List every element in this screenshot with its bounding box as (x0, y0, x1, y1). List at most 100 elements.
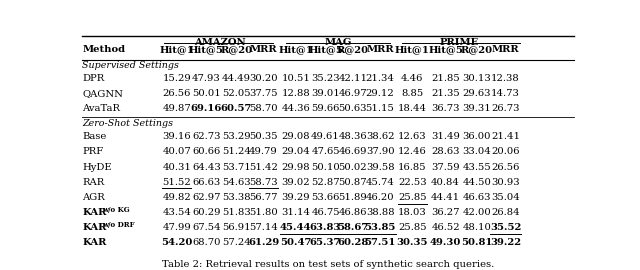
Text: 43.55: 43.55 (463, 163, 491, 171)
Text: 37.75: 37.75 (249, 89, 278, 98)
Text: AMAZON: AMAZON (195, 38, 246, 47)
Text: 14.73: 14.73 (491, 89, 520, 98)
Text: HyDE: HyDE (83, 163, 112, 171)
Text: 50.10: 50.10 (311, 163, 340, 171)
Text: 50.01: 50.01 (192, 89, 221, 98)
Text: 44.36: 44.36 (282, 104, 310, 113)
Text: Hit@1: Hit@1 (278, 45, 313, 54)
Text: 56.77: 56.77 (249, 193, 278, 202)
Text: 31.14: 31.14 (281, 208, 310, 217)
Text: 54.63: 54.63 (222, 178, 250, 187)
Text: 29.08: 29.08 (282, 132, 310, 141)
Text: 36.00: 36.00 (463, 132, 491, 141)
Text: 29.98: 29.98 (282, 163, 310, 171)
Text: 36.27: 36.27 (431, 208, 460, 217)
Text: 51.24: 51.24 (222, 147, 251, 156)
Text: 46.20: 46.20 (366, 193, 394, 202)
Text: Zero-Shot Settings: Zero-Shot Settings (83, 119, 173, 128)
Text: 40.31: 40.31 (163, 163, 191, 171)
Text: 4.46: 4.46 (401, 74, 424, 83)
Text: Hit@1: Hit@1 (159, 45, 194, 54)
Text: AvaTaR: AvaTaR (83, 104, 120, 113)
Text: AGR: AGR (83, 193, 105, 202)
Text: PRIME: PRIME (439, 38, 479, 47)
Text: RAR: RAR (83, 178, 105, 187)
Text: 60.29: 60.29 (192, 208, 221, 217)
Text: 47.99: 47.99 (163, 223, 191, 232)
Text: 39.31: 39.31 (463, 104, 491, 113)
Text: 35.23: 35.23 (311, 74, 340, 83)
Text: 45.74: 45.74 (365, 178, 394, 187)
Text: 26.56: 26.56 (492, 163, 520, 171)
Text: 46.75: 46.75 (311, 208, 340, 217)
Text: 44.49: 44.49 (221, 74, 251, 83)
Text: 50.81: 50.81 (461, 238, 493, 247)
Text: 48.10: 48.10 (462, 223, 492, 232)
Text: 29.63: 29.63 (463, 89, 491, 98)
Text: 51.83: 51.83 (222, 208, 251, 217)
Text: 65.37: 65.37 (310, 238, 341, 247)
Text: w/o KG: w/o KG (102, 206, 130, 214)
Text: 39.02: 39.02 (282, 178, 310, 187)
Text: 60.66: 60.66 (193, 147, 221, 156)
Text: 58.73: 58.73 (249, 178, 278, 187)
Text: 49.82: 49.82 (163, 193, 191, 202)
Text: 53.85: 53.85 (364, 223, 396, 232)
Text: DPR: DPR (83, 74, 105, 83)
Text: KAR: KAR (83, 238, 107, 247)
Text: 50.35: 50.35 (249, 132, 278, 141)
Text: 52.05: 52.05 (222, 89, 250, 98)
Text: 60.28: 60.28 (337, 238, 369, 247)
Text: 12.38: 12.38 (491, 74, 520, 83)
Text: 50.87: 50.87 (339, 178, 367, 187)
Text: 54.20: 54.20 (161, 238, 193, 247)
Text: 39.29: 39.29 (282, 193, 310, 202)
Text: 26.73: 26.73 (492, 104, 520, 113)
Text: 63.83: 63.83 (310, 223, 341, 232)
Text: KAR: KAR (83, 208, 107, 217)
Text: 25.85: 25.85 (398, 223, 427, 232)
Text: 56.91: 56.91 (222, 223, 250, 232)
Text: 50.02: 50.02 (339, 163, 367, 171)
Text: 33.04: 33.04 (463, 147, 491, 156)
Text: 8.85: 8.85 (401, 89, 424, 98)
Text: 25.85: 25.85 (398, 193, 427, 202)
Text: 68.70: 68.70 (192, 238, 221, 247)
Text: MRR: MRR (250, 45, 277, 54)
Text: 67.54: 67.54 (192, 223, 221, 232)
Text: 15.29: 15.29 (163, 74, 191, 83)
Text: 49.87: 49.87 (163, 104, 191, 113)
Text: 40.07: 40.07 (163, 147, 191, 156)
Text: 62.73: 62.73 (192, 132, 221, 141)
Text: 53.71: 53.71 (222, 163, 251, 171)
Text: 51.80: 51.80 (249, 208, 278, 217)
Text: 53.29: 53.29 (222, 132, 250, 141)
Text: 42.11: 42.11 (339, 74, 367, 83)
Text: 26.84: 26.84 (492, 208, 520, 217)
Text: 35.52: 35.52 (490, 223, 521, 232)
Text: 49.79: 49.79 (249, 147, 278, 156)
Text: R@20: R@20 (461, 45, 493, 54)
Text: 60.57: 60.57 (221, 104, 252, 113)
Text: 62.97: 62.97 (192, 193, 221, 202)
Text: 31.49: 31.49 (431, 132, 460, 141)
Text: 49.30: 49.30 (430, 238, 461, 247)
Text: 30.20: 30.20 (249, 74, 278, 83)
Text: 28.63: 28.63 (431, 147, 460, 156)
Text: 36.73: 36.73 (431, 104, 460, 113)
Text: 29.12: 29.12 (365, 89, 394, 98)
Text: 53.66: 53.66 (311, 193, 340, 202)
Text: 10.51: 10.51 (282, 74, 310, 83)
Text: 46.86: 46.86 (339, 208, 367, 217)
Text: 16.85: 16.85 (398, 163, 427, 171)
Text: 59.66: 59.66 (311, 104, 340, 113)
Text: 57.24: 57.24 (222, 238, 251, 247)
Text: 12.88: 12.88 (282, 89, 310, 98)
Text: QAGNN: QAGNN (83, 89, 124, 98)
Text: 61.29: 61.29 (248, 238, 279, 247)
Text: 29.04: 29.04 (282, 147, 310, 156)
Text: 44.41: 44.41 (431, 193, 460, 202)
Text: Supervised Settings: Supervised Settings (83, 61, 179, 70)
Text: 35.04: 35.04 (491, 193, 520, 202)
Text: Method: Method (83, 45, 125, 54)
